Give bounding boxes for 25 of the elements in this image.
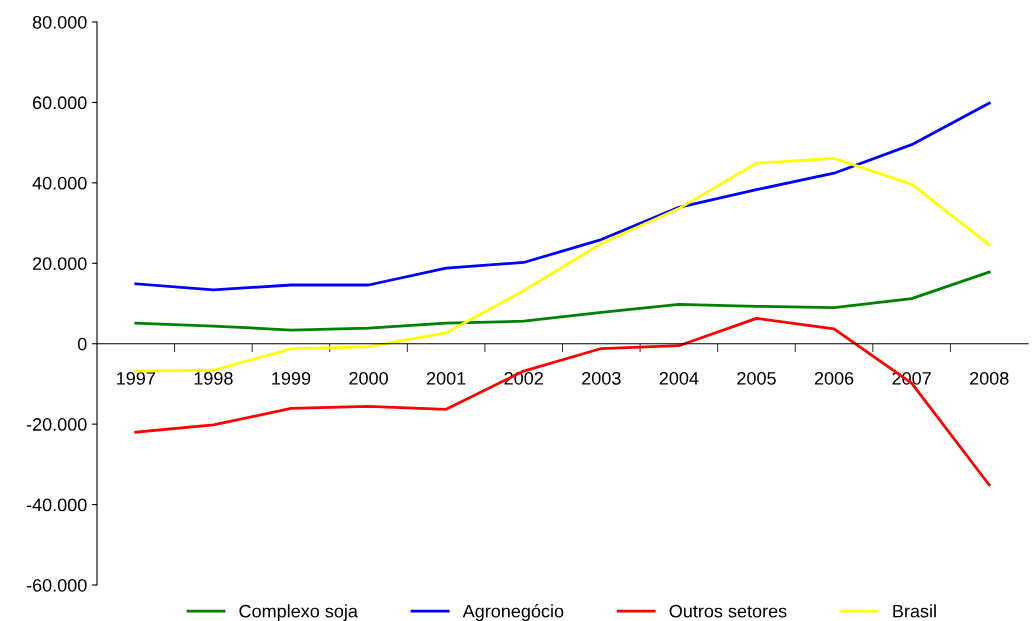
legend-label: Outros setores [669,604,787,618]
x-tick-label: 2008 [970,371,1009,385]
x-tick-label: 2006 [814,371,854,385]
line-series [134,156,991,373]
y-tick-label: 0 [77,337,87,351]
y-tick-label: -60.000 [26,578,87,592]
x-tick-label: 1999 [272,371,311,385]
x-tick-label: 2000 [349,371,388,385]
line-series [134,101,991,292]
legend-label: Complexo soja [239,604,358,621]
y-tick-label: 40.000 [32,176,87,190]
y-tick-label: 20.000 [32,257,87,271]
legend-label: Agronegócio [462,604,564,621]
x-tick-label: 2003 [582,371,621,385]
x-tick-label: 1998 [194,371,233,385]
line-series [134,270,991,332]
legend-label: Brasil [893,604,936,618]
y-tick-label: -20.000 [26,418,87,431]
x-tick-label: 2004 [659,371,699,385]
x-tick-label: 2001 [426,371,466,385]
x-tick-label: 2005 [737,371,776,385]
x-tick-label: 1997 [117,371,155,385]
y-tick-label: 60.000 [32,96,87,110]
y-tick-label: 80.000 [32,15,87,29]
y-tick-label: -40.000 [26,498,87,512]
